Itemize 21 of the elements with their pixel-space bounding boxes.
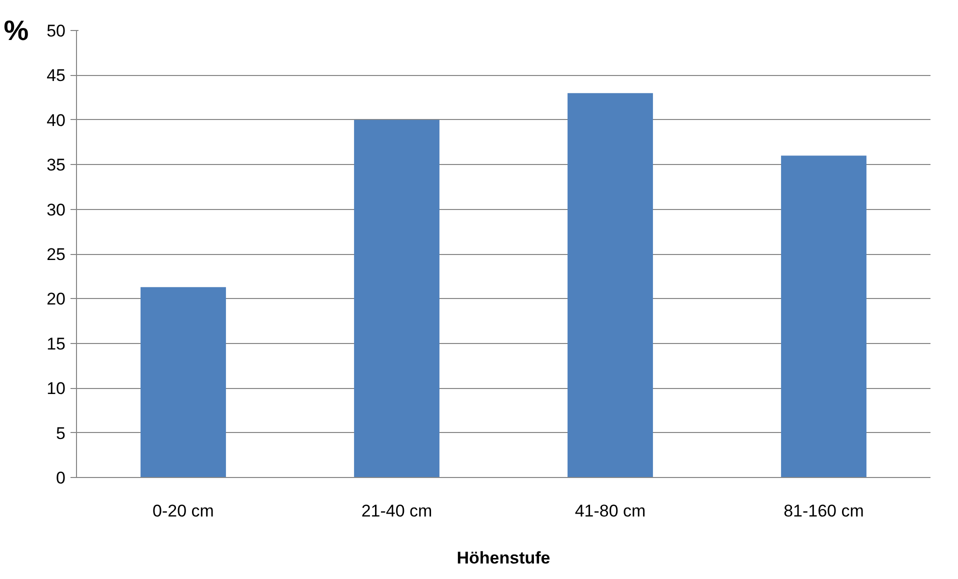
bar bbox=[781, 156, 866, 478]
y-tick-label: 20 bbox=[46, 290, 66, 309]
y-tick-label: 25 bbox=[46, 245, 66, 264]
y-tick-label: 50 bbox=[46, 22, 66, 40]
bar bbox=[568, 93, 653, 478]
y-tick-label: 45 bbox=[46, 66, 66, 86]
y-tick-label: 40 bbox=[46, 110, 66, 130]
y-tick-label: 15 bbox=[46, 334, 66, 354]
y-axis-title: % bbox=[4, 15, 29, 46]
x-tick-label: 0-20 cm bbox=[152, 502, 214, 520]
x-tick-label: 81-160 cm bbox=[784, 502, 864, 520]
y-tick-label: 30 bbox=[46, 200, 66, 220]
bar bbox=[140, 287, 226, 478]
y-tick-label: 10 bbox=[46, 379, 66, 398]
x-tick-label: 41-80 cm bbox=[574, 502, 646, 520]
y-tick-label: 0 bbox=[56, 468, 66, 488]
x-tick-label: 21-40 cm bbox=[361, 502, 432, 520]
bar bbox=[354, 120, 440, 478]
y-tick-label: 35 bbox=[46, 156, 66, 175]
y-tick-label: 5 bbox=[56, 424, 66, 443]
x-axis-title: Höhenstufe bbox=[456, 548, 550, 568]
